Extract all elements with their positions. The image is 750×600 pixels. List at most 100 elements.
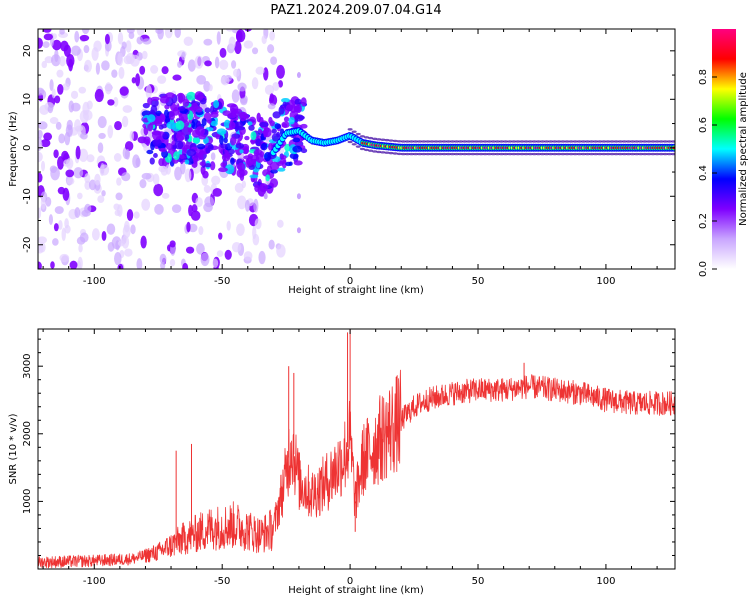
ridge-edge	[363, 136, 369, 139]
y-tick-label: 0	[22, 145, 33, 151]
spectrogram-noise-blob	[74, 207, 81, 219]
spectrogram-band-blob	[219, 135, 224, 145]
spectrogram-band-blob	[216, 128, 227, 136]
spectrogram-noise-blob	[104, 82, 112, 95]
spectrogram-noise-blob	[187, 59, 196, 72]
spectrogram-noise-blob	[49, 117, 59, 125]
spectrogram-band-blob	[278, 106, 285, 115]
y-tick-label: 20	[22, 44, 33, 57]
spectrogram-noise-blob	[42, 41, 50, 48]
spectrogram-noise-blob	[231, 89, 240, 103]
spectrogram-noise-blob	[278, 80, 283, 88]
spectrogram-band-blob	[201, 118, 207, 127]
spectrogram-noise-blob	[71, 45, 81, 56]
spectrogram-noise-blob	[56, 69, 64, 78]
ridge-edge	[646, 140, 652, 143]
spectrogram-noise-blob	[172, 74, 182, 81]
snr-series-line	[38, 369, 675, 569]
spectrogram-noise-blob	[93, 40, 102, 52]
spectrogram-band-blob	[218, 167, 228, 173]
ridge-edge	[429, 140, 435, 143]
ridge-edge	[511, 152, 517, 156]
spectrogram-noise-blob	[277, 219, 284, 228]
x-tick-label: 0	[347, 276, 353, 287]
spectrogram-ylabel: Frequency (Hz)	[8, 111, 19, 187]
spectrogram-noise-blob	[157, 75, 167, 84]
ridge-edge	[454, 152, 460, 156]
ridge-edge	[368, 136, 374, 140]
spectrogram-band-blob	[147, 97, 153, 106]
spectrogram-noise-blob	[50, 261, 55, 269]
ridge-edge	[658, 140, 664, 143]
ridge-edge	[494, 152, 500, 156]
ridge-edge	[580, 140, 586, 143]
spectrogram-noise-blob	[52, 238, 59, 246]
ridge-edge	[474, 152, 480, 156]
ridge-edge	[425, 152, 431, 156]
ridge-edge	[404, 152, 410, 156]
spectrogram-marks	[38, 29, 675, 269]
spectrogram-band-blob	[260, 142, 268, 151]
ridge-edge	[392, 152, 398, 155]
ridge-edge	[666, 152, 672, 156]
spectrogram-noise-blob	[241, 180, 247, 189]
ridge-edge	[560, 140, 566, 143]
spectrogram-noise-blob	[219, 59, 229, 70]
ridge-edge	[515, 152, 521, 156]
ridge-edge	[372, 150, 378, 153]
y-tick-label: -10	[22, 188, 33, 204]
spectrogram-noise-blob	[106, 223, 116, 235]
snr-marks	[38, 329, 675, 569]
spectrogram-noise-blob	[115, 192, 123, 201]
spectrogram-band-blob	[268, 142, 273, 151]
spectrogram-noise-blob	[272, 81, 280, 91]
spectrogram-noise-blob	[204, 196, 215, 208]
spectrogram-band-blob	[209, 161, 216, 171]
spectrogram-band-blob	[191, 118, 199, 125]
spectrogram-noise-blob	[57, 83, 64, 95]
ridge-edge	[539, 140, 545, 143]
spectrogram-noise-blob	[161, 192, 170, 199]
ridge-edge	[499, 140, 505, 143]
spectrogram-noise-blob	[122, 105, 133, 113]
ridge-edge	[535, 152, 541, 156]
spectrogram-noise-blob	[139, 65, 146, 75]
spectrogram-noise-blob	[126, 209, 134, 221]
spectrogram-noise-blob	[99, 164, 110, 176]
ridge-edge	[580, 152, 586, 156]
spectrogram-noise-blob	[97, 195, 105, 204]
snr-frame	[37, 328, 676, 570]
spectrogram-noise-blob	[235, 29, 246, 43]
spectrogram-noise-blob	[258, 250, 266, 265]
ridge-edge	[646, 152, 652, 156]
spectrogram-noise-blob	[181, 51, 186, 61]
spectrogram-noise-blob	[38, 139, 43, 149]
spectrogram-noise-blob	[136, 29, 145, 36]
spectrogram-noise-blob	[164, 29, 173, 39]
spectrogram-noise-blob	[169, 258, 176, 267]
spectrogram-band-blob	[235, 142, 245, 149]
ridge-edge	[441, 140, 447, 143]
ridge-edge	[556, 140, 562, 143]
spectrogram-band-blob	[272, 111, 281, 119]
ridge-edge	[433, 152, 439, 156]
ridge-edge	[548, 140, 554, 143]
ridge-edge	[650, 152, 656, 156]
spectrogram-noise-blob	[121, 172, 131, 182]
spectrogram-noise-blob	[129, 130, 135, 142]
ridge-edge	[531, 140, 537, 143]
spectrogram-noise-blob	[236, 223, 245, 237]
spectrogram-noise-blob	[38, 121, 48, 130]
ridge-edge	[376, 138, 382, 141]
spectrogram-band-blob	[215, 133, 221, 140]
snr-xlabel: Height of straight line (km)	[288, 585, 424, 596]
ridge-edge	[503, 140, 509, 143]
ridge-edge	[445, 152, 451, 156]
spectrogram-noise-blob	[150, 65, 159, 74]
spectrogram-noise-blob	[58, 133, 66, 144]
spectrogram-noise-blob	[83, 45, 90, 54]
ridge-edge	[515, 140, 521, 143]
spectrogram-band-blob	[153, 152, 158, 159]
spectrogram-band-blob	[226, 103, 237, 108]
spectrogram-noise-blob	[140, 235, 147, 249]
